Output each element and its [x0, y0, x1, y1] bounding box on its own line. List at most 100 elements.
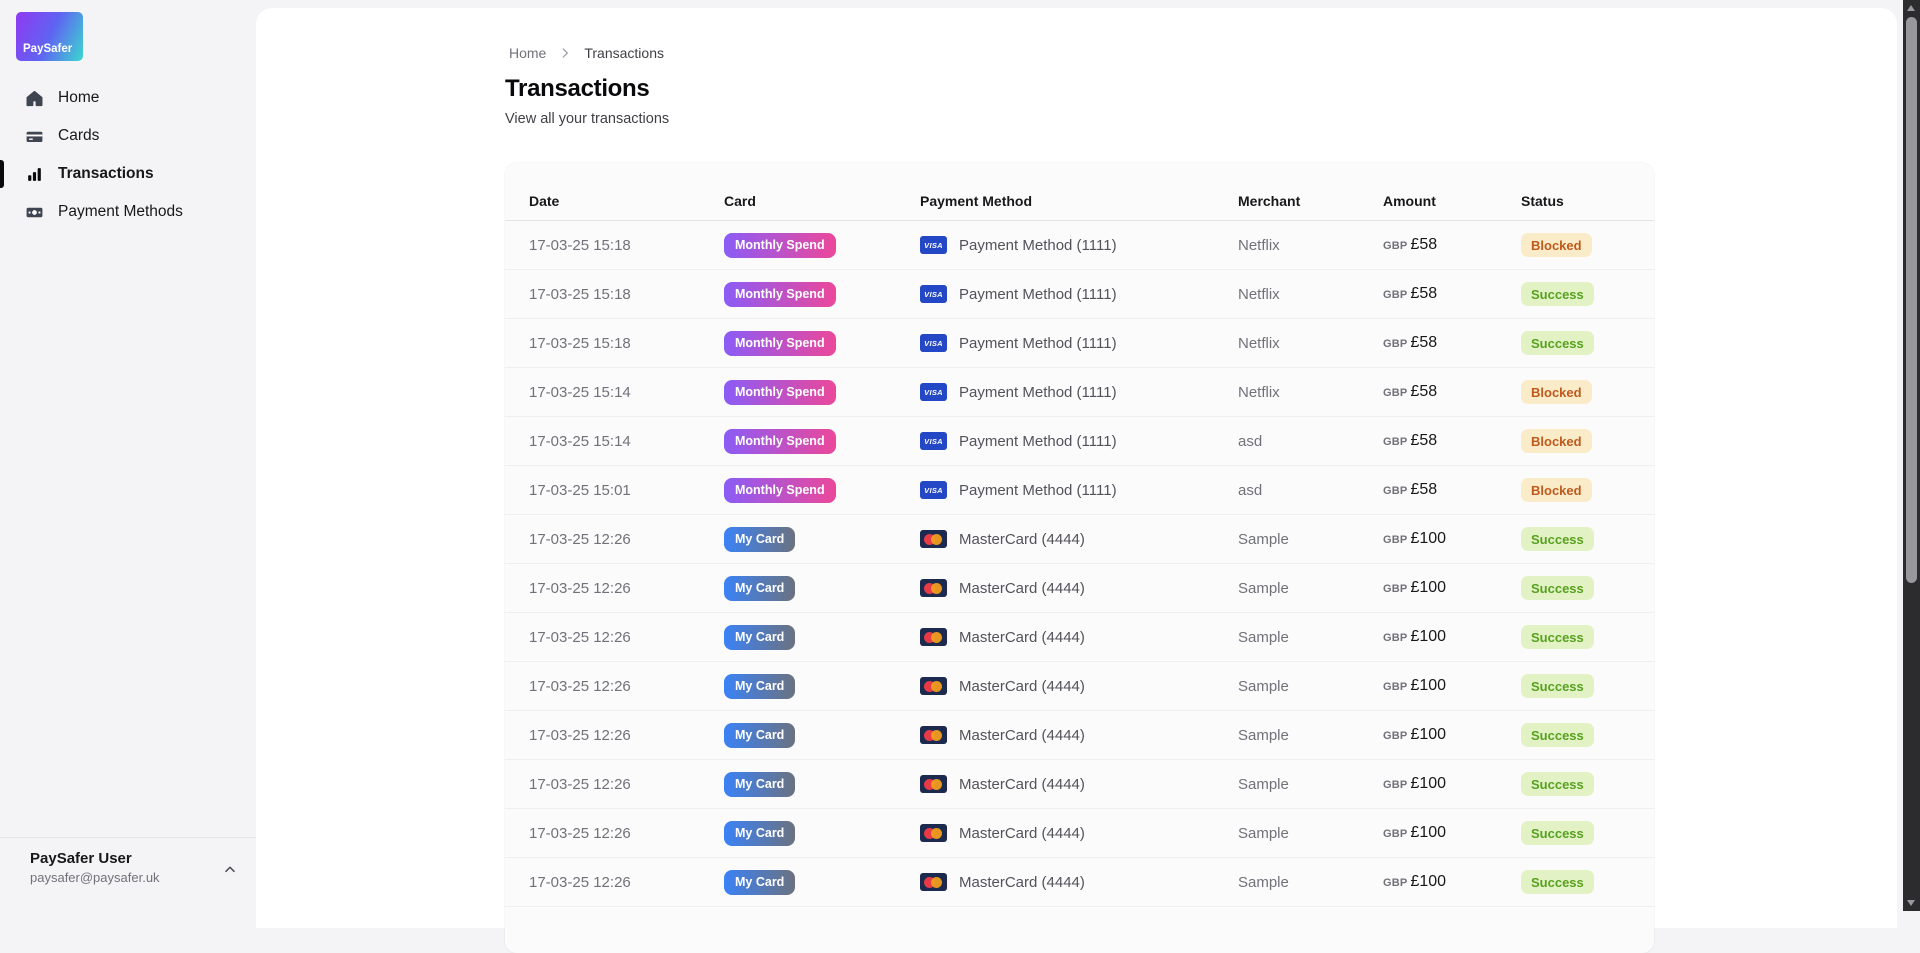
payment-method-label: Payment Method (1111) [959, 236, 1117, 254]
table-row[interactable]: 17-03-25 12:26 My Card MasterCard (4444)… [505, 760, 1654, 809]
table-row[interactable]: 17-03-25 12:26 My Card MasterCard (4444)… [505, 809, 1654, 858]
merchant-name: Sample [1238, 677, 1289, 695]
status-badge: Success [1521, 282, 1594, 306]
chevron-right-icon [562, 48, 569, 58]
table-row[interactable]: 17-03-25 12:26 My Card MasterCard (4444)… [505, 711, 1654, 760]
status-badge: Blocked [1521, 429, 1592, 453]
currency-code: GBP [1383, 485, 1408, 497]
transaction-date: 17-03-25 15:18 [529, 334, 631, 352]
breadcrumb-home-link[interactable]: Home [509, 45, 547, 61]
sidebar-item-label: Transactions [58, 165, 154, 182]
payment-method-label: MasterCard (4444) [959, 775, 1085, 793]
user-email: paysafer@paysafer.uk [30, 870, 160, 885]
column-header-amount: Amount [1383, 192, 1436, 209]
amount-value: £58 [1410, 236, 1438, 253]
transaction-date: 17-03-25 12:26 [529, 628, 631, 646]
visa-icon: VISA [920, 432, 947, 450]
table-row[interactable]: 17-03-25 15:14 Monthly Spend VISA Paymen… [505, 417, 1654, 466]
amount-value: £58 [1410, 432, 1438, 449]
vertical-scrollbar[interactable] [1903, 0, 1920, 911]
currency-code: GBP [1383, 436, 1408, 448]
payment-method-label: MasterCard (4444) [959, 726, 1085, 744]
merchant-name: Netflix [1238, 236, 1280, 254]
merchant-name: Sample [1238, 726, 1289, 744]
sidebar-item-label: Cards [58, 127, 100, 144]
sidebar-item-home[interactable]: Home [0, 79, 256, 117]
card-badge: Monthly Spend [724, 281, 836, 307]
table-row[interactable]: 17-03-25 15:14 Monthly Spend VISA Paymen… [505, 368, 1654, 417]
merchant-name: Sample [1238, 824, 1289, 842]
table-row[interactable]: 17-03-25 12:26 My Card MasterCard (4444)… [505, 858, 1654, 907]
visa-icon: VISA [920, 285, 947, 303]
sidebar-item-cards[interactable]: Cards [0, 117, 256, 155]
breadcrumb: Home Transactions [509, 45, 1897, 61]
amount-value: £58 [1410, 383, 1438, 400]
amount-value: £100 [1410, 530, 1447, 547]
merchant-name: Sample [1238, 873, 1289, 891]
page-title: Transactions [505, 75, 650, 102]
payment-method-label: Payment Method (1111) [959, 432, 1117, 450]
column-header-merchant: Merchant [1238, 192, 1301, 209]
banknote-icon [26, 207, 43, 217]
chevron-up-icon[interactable] [222, 862, 238, 878]
amount-value: £100 [1410, 824, 1447, 841]
table-row[interactable]: 17-03-25 12:26 My Card MasterCard (4444)… [505, 613, 1654, 662]
table-body: 17-03-25 15:18 Monthly Spend VISA Paymen… [505, 221, 1654, 907]
status-badge: Success [1521, 870, 1594, 894]
status-badge: Success [1521, 331, 1594, 355]
table-row[interactable]: 17-03-25 12:26 My Card MasterCard (4444)… [505, 515, 1654, 564]
table-row[interactable]: 17-03-25 15:18 Monthly Spend VISA Paymen… [505, 319, 1654, 368]
merchant-name: Netflix [1238, 334, 1280, 352]
column-header-card: Card [724, 192, 756, 209]
amount-value: £100 [1410, 775, 1447, 792]
table-row[interactable]: 17-03-25 12:26 My Card MasterCard (4444)… [505, 662, 1654, 711]
payment-method-label: Payment Method (1111) [959, 285, 1117, 303]
transaction-date: 17-03-25 12:26 [529, 824, 631, 842]
payment-method-label: Payment Method (1111) [959, 334, 1117, 352]
mastercard-icon [920, 824, 947, 842]
visa-icon: VISA [920, 236, 947, 254]
card-badge: My Card [724, 771, 796, 797]
currency-code: GBP [1383, 534, 1408, 546]
status-badge: Success [1521, 772, 1594, 796]
amount-value: £100 [1410, 579, 1447, 596]
amount-value: £100 [1410, 873, 1447, 890]
table-row[interactable]: 17-03-25 12:26 My Card MasterCard (4444)… [505, 564, 1654, 613]
status-badge: Success [1521, 625, 1594, 649]
scroll-down-arrow-icon[interactable] [1907, 900, 1915, 906]
logo-text: PaySafer [23, 43, 73, 55]
merchant-name: Netflix [1238, 383, 1280, 401]
currency-code: GBP [1383, 387, 1408, 399]
mastercard-icon [920, 579, 947, 597]
merchant-name: Sample [1238, 579, 1289, 597]
page-subtitle: View all your transactions [505, 111, 670, 127]
transaction-date: 17-03-25 15:14 [529, 383, 631, 401]
table-row[interactable]: 17-03-25 15:01 Monthly Spend VISA Paymen… [505, 466, 1654, 515]
user-menu[interactable]: PaySafer User paysafer@paysafer.uk [0, 837, 256, 911]
sidebar-item-payment-methods[interactable]: Payment Methods [0, 193, 256, 231]
card-badge: Monthly Spend [724, 477, 836, 503]
status-badge: Success [1521, 821, 1594, 845]
transaction-date: 17-03-25 12:26 [529, 677, 631, 695]
table-row[interactable]: 17-03-25 15:18 Monthly Spend VISA Paymen… [505, 270, 1654, 319]
card-badge: My Card [724, 526, 796, 552]
scrollbar-thumb[interactable] [1906, 17, 1917, 583]
sidebar-item-label: Payment Methods [58, 203, 183, 220]
transaction-date: 17-03-25 12:26 [529, 726, 631, 744]
bar-chart-icon [28, 167, 41, 181]
currency-code: GBP [1383, 632, 1408, 644]
transactions-table-card: Date Card Payment Method Merchant Amount… [505, 163, 1654, 953]
paysafer-logo[interactable]: PaySafer [16, 12, 83, 61]
table-row[interactable]: 17-03-25 15:18 Monthly Spend VISA Paymen… [505, 221, 1654, 270]
currency-code: GBP [1383, 779, 1408, 791]
mastercard-icon [920, 677, 947, 695]
currency-code: GBP [1383, 338, 1408, 350]
sidebar-item-transactions[interactable]: Transactions [0, 155, 256, 193]
breadcrumb-current: Transactions [584, 45, 664, 61]
card-badge: My Card [724, 820, 796, 846]
currency-code: GBP [1383, 240, 1408, 252]
scroll-up-arrow-icon[interactable] [1907, 5, 1915, 11]
status-badge: Success [1521, 527, 1594, 551]
active-indicator-bar [0, 160, 4, 188]
payment-method-label: Payment Method (1111) [959, 383, 1117, 401]
